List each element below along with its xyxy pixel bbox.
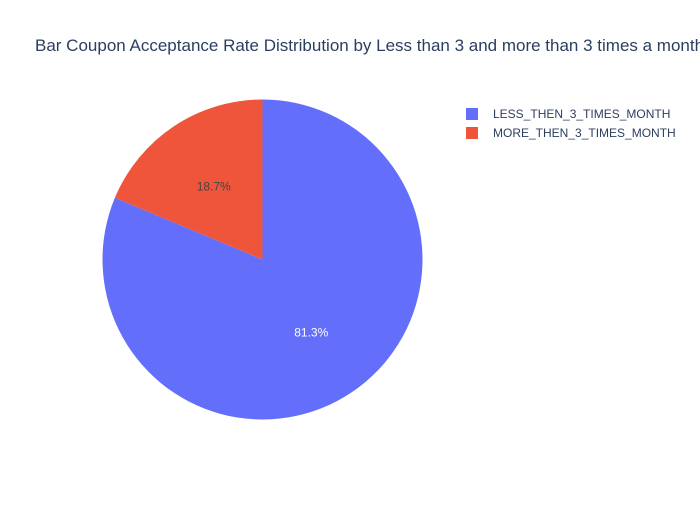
legend-item[interactable]: LESS_THEN_3_TIMES_MONTH bbox=[466, 107, 670, 121]
pie-slice-more-then-3-times-month[interactable] bbox=[114, 99, 263, 260]
legend: LESS_THEN_3_TIMES_MONTH MORE_THEN_3_TIMES… bbox=[466, 107, 676, 140]
pie-slice-labels: 81.3% 18.7% bbox=[197, 179, 329, 339]
legend-item[interactable]: MORE_THEN_3_TIMES_MONTH bbox=[466, 126, 676, 140]
legend-label: MORE_THEN_3_TIMES_MONTH bbox=[493, 126, 676, 140]
legend-swatch bbox=[466, 127, 478, 139]
chart-title: Bar Coupon Acceptance Rate Distribution … bbox=[35, 36, 700, 55]
pie-slice-label: 81.3% bbox=[294, 326, 328, 340]
pie-slice-label: 18.7% bbox=[197, 179, 231, 193]
legend-label: LESS_THEN_3_TIMES_MONTH bbox=[493, 107, 670, 121]
legend-swatch bbox=[466, 108, 478, 120]
pie-slices bbox=[102, 99, 423, 420]
